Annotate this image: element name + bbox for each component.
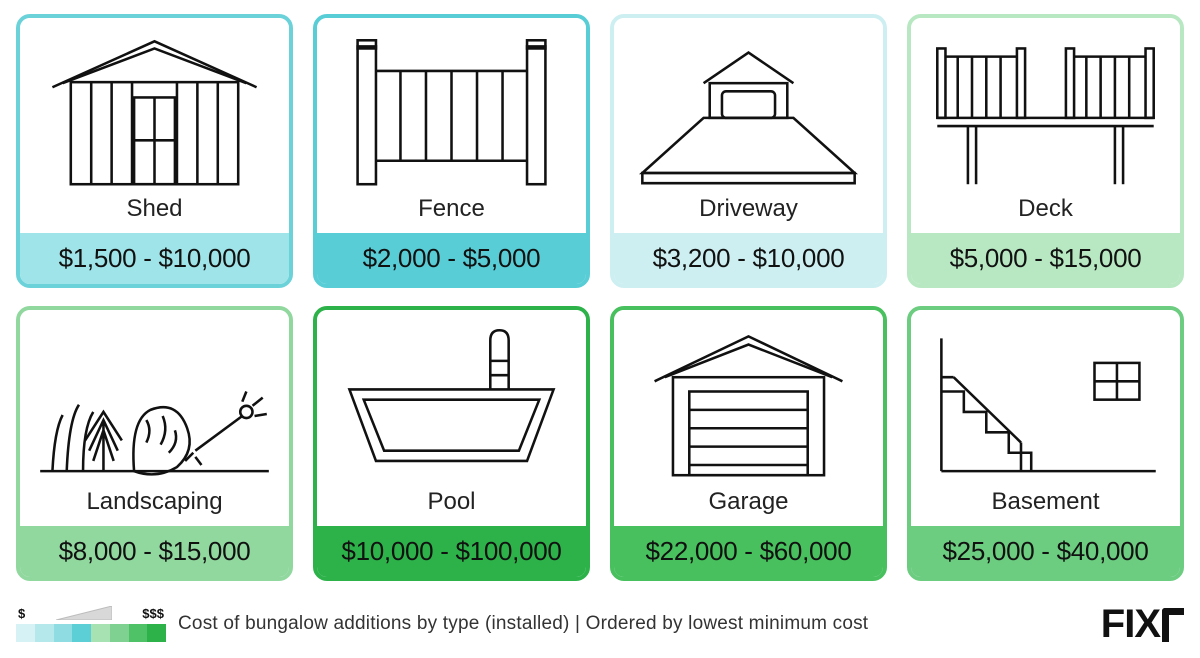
logo-r-icon	[1162, 608, 1184, 642]
garage-icon	[614, 310, 883, 481]
card-price: $8,000 - $15,000	[20, 526, 289, 577]
card-label: Basement	[911, 482, 1180, 526]
card-price: $2,000 - $5,000	[317, 233, 586, 284]
card-price: $22,000 - $60,000	[614, 526, 883, 577]
footer: $ $$$ Cost of bungalow additions by type…	[16, 604, 1184, 644]
driveway-icon	[614, 18, 883, 189]
cost-scale: $ $$$	[16, 606, 166, 642]
basement-icon	[911, 310, 1180, 481]
card-landscaping: Landscaping $8,000 - $15,000	[16, 306, 293, 580]
deck-icon	[911, 18, 1180, 189]
card-price: $3,200 - $10,000	[614, 233, 883, 284]
card-basement: Basement $25,000 - $40,000	[907, 306, 1184, 580]
card-price: $25,000 - $40,000	[911, 526, 1180, 577]
card-driveway: Driveway $3,200 - $10,000	[610, 14, 887, 288]
fixr-logo: FIX	[1101, 604, 1184, 644]
card-pool: Pool $10,000 - $100,000	[313, 306, 590, 580]
scale-triangle-icon	[56, 606, 112, 620]
card-fence: Fence $2,000 - $5,000	[313, 14, 590, 288]
card-label: Fence	[317, 189, 586, 233]
card-price: $10,000 - $100,000	[317, 526, 586, 577]
card-shed: Shed $1,500 - $10,000	[16, 14, 293, 288]
card-price: $1,500 - $10,000	[20, 233, 289, 284]
card-deck: Deck $5,000 - $15,000	[907, 14, 1184, 288]
card-label: Landscaping	[20, 482, 289, 526]
caption: Cost of bungalow additions by type (inst…	[178, 613, 868, 635]
scale-low: $	[18, 606, 25, 622]
card-label: Shed	[20, 189, 289, 233]
card-label: Driveway	[614, 189, 883, 233]
pool-icon	[317, 310, 586, 481]
scale-high: $$$	[142, 606, 164, 622]
fence-icon	[317, 18, 586, 189]
card-garage: Garage $22,000 - $60,000	[610, 306, 887, 580]
card-price: $5,000 - $15,000	[911, 233, 1180, 284]
scale-swatches	[16, 624, 166, 642]
card-label: Pool	[317, 482, 586, 526]
landscaping-icon	[20, 310, 289, 481]
card-label: Deck	[911, 189, 1180, 233]
shed-icon	[20, 18, 289, 189]
card-label: Garage	[614, 482, 883, 526]
cards-grid: Shed $1,500 - $10,000 Fence $2,000 - $5,…	[16, 14, 1184, 581]
